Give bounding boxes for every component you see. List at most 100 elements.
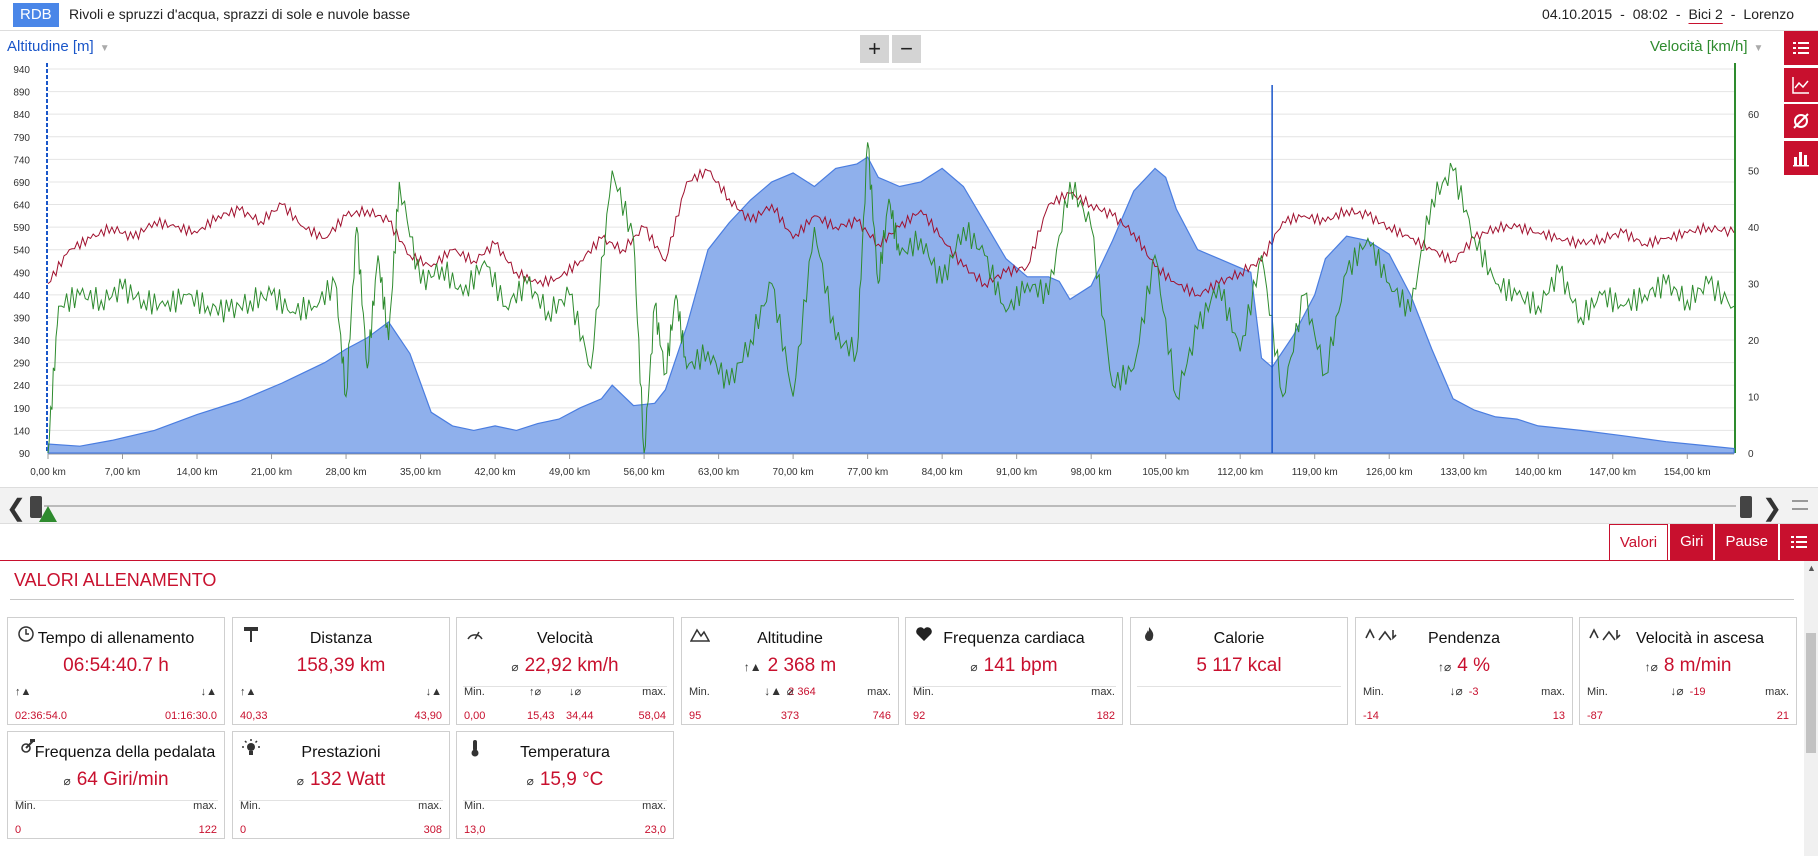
min-value: 0,00 <box>464 710 486 722</box>
card-value: ⌀ 64 Giri/min <box>63 769 169 790</box>
range-end-handle[interactable] <box>1740 496 1752 518</box>
card-title: Tempo di allenamento <box>37 630 195 647</box>
right-axis-tick-label: 30 <box>1748 280 1760 291</box>
x-axis-tick-label: 119,00 km <box>1292 467 1338 478</box>
list-view-button[interactable] <box>1784 31 1818 65</box>
right-axis-selector[interactable]: Velocità [km/h] ▼ <box>1650 38 1763 55</box>
left-axis-tick-label: 740 <box>13 155 30 166</box>
left-axis-tick-label: 690 <box>13 178 30 189</box>
card-temperatura: Temperatura ⌀ 15,9 °C Min. max. 13,0 23,0 <box>456 731 674 839</box>
left-axis-tick-label: 790 <box>13 133 30 144</box>
average-button[interactable] <box>1784 104 1818 138</box>
x-axis-tick-label: 28,00 km <box>325 467 366 478</box>
line-chart-icon <box>1792 77 1809 94</box>
left-axis-tick-label: 290 <box>13 359 30 370</box>
card-value: 158,39 km <box>296 655 386 676</box>
avg-downhill-icon: ↓⌀ <box>569 686 582 698</box>
app-badge: RDB <box>13 3 59 27</box>
list-icon <box>1793 42 1809 54</box>
workout-chart[interactable]: 940 890 840 790 740 690 640 590 540 490 440 390 340 2… <box>0 55 1784 487</box>
tab-menu-button[interactable] <box>1780 524 1818 560</box>
min-value: 0 <box>15 824 22 836</box>
line-chart-button[interactable] <box>1784 68 1818 102</box>
card-value: ⌀ 22,92 km/h <box>511 655 619 676</box>
scroll-track[interactable] <box>44 505 1736 507</box>
right-axis-tick-label: 20 <box>1748 336 1760 347</box>
max-label: max. <box>867 686 891 698</box>
x-axis-tick-label: 0,00 km <box>30 467 66 478</box>
zoom-in-button[interactable]: + <box>860 35 889 63</box>
average-icon <box>1793 113 1809 129</box>
right-axis-tick-label: 40 <box>1748 223 1760 234</box>
scrollbar-thumb[interactable] <box>1806 633 1816 753</box>
card-value: ⌀ 15,9 °C <box>526 769 604 790</box>
left-axis-tick-label: 540 <box>13 246 30 257</box>
avg-downhill-icon: ↓⌀ <box>1449 684 1463 698</box>
max-value: 122 <box>198 824 217 836</box>
max-label: max. <box>642 800 666 812</box>
card-value: ⌀ 141 bpm <box>970 655 1058 676</box>
card-subvalue: ↓⌀ -19 <box>1670 684 1706 698</box>
x-axis-tick-label: 154,00 km <box>1664 467 1711 478</box>
min-label: Min. <box>240 800 261 812</box>
card-value: ↑▲ 2 368 m <box>743 655 837 676</box>
min-label: Min. <box>1363 686 1384 698</box>
max-value: 21 <box>1776 710 1789 722</box>
card-calorie: Calorie 5 117 kcal <box>1130 617 1348 725</box>
x-axis-tick-label: 133,00 km <box>1440 467 1487 478</box>
tab-valori[interactable]: Valori <box>1608 524 1669 560</box>
tab-divider <box>0 560 1818 561</box>
card-title: Temperatura <box>520 744 610 761</box>
slope-icon <box>1364 624 1398 644</box>
scroll-up-icon[interactable]: ▲ <box>1807 563 1816 573</box>
position-marker-icon[interactable] <box>38 504 58 524</box>
tab-pause[interactable]: Pause <box>1715 524 1778 560</box>
avg-uphill-icon: ↑⌀ <box>529 686 542 698</box>
downhill-icon: ↓▲ <box>200 686 217 698</box>
slope-icon <box>1588 624 1622 644</box>
left-axis-tick-label: 390 <box>13 313 30 324</box>
x-axis-tick-label: 56,00 km <box>624 467 665 478</box>
x-axis-tick-label: 70,00 km <box>773 467 814 478</box>
bar-chart-button[interactable] <box>1784 141 1818 175</box>
vertical-scrollbar[interactable]: ▲ <box>1804 561 1818 856</box>
min-value: 0 <box>240 824 247 836</box>
zoom-out-button[interactable]: − <box>892 35 921 63</box>
right-axis-tick-label: 0 <box>1748 449 1754 460</box>
range-scroller[interactable]: ❮ ❯ <box>0 487 1818 524</box>
card-title: Frequenza cardiaca <box>943 630 1085 647</box>
x-axis-tick-label: 98,00 km <box>1071 467 1112 478</box>
tab-giri[interactable]: Giri <box>1670 524 1714 560</box>
avg-uphill-icon: ↑⌀ <box>1438 660 1452 674</box>
range-start-handle[interactable] <box>30 496 42 518</box>
card-value: ↑⌀ 8 m/min <box>1644 655 1732 676</box>
card-title: Distanza <box>309 630 373 647</box>
panel-grip-icon[interactable] <box>1792 500 1808 510</box>
left-axis-selector[interactable]: Altitudine [m] ▼ <box>7 38 110 55</box>
card-subvalue: ↓⌀ -3 <box>1449 684 1479 698</box>
uphill-time: 02:36:54.0 <box>15 710 67 722</box>
card-prestazioni: Prestazioni ⌀ 132 Watt Min. max. 0 308 <box>232 731 450 839</box>
bike-link[interactable]: Bici 2 <box>1688 6 1723 22</box>
card-value: 5 117 kcal <box>1196 655 1282 676</box>
downhill-time: 01:16:30.0 <box>165 710 217 722</box>
ascent-icon: ↑▲ <box>743 660 762 674</box>
card-subvalue: ↓▲ 2 364 <box>764 684 816 698</box>
uphill-distance: 40,33 <box>240 710 268 722</box>
x-axis-tick-label: 35,00 km <box>400 467 441 478</box>
card-title: Altitudine <box>757 630 823 647</box>
max-value: 13 <box>1552 710 1565 722</box>
avg-uphill-value: 15,43 <box>527 710 555 722</box>
card-title: Calorie <box>1213 630 1265 647</box>
x-axis-tick-label: 126,00 km <box>1366 467 1413 478</box>
x-axis-tick-label: 91,00 km <box>996 467 1037 478</box>
average-icon: ⌀ <box>63 774 71 788</box>
scroll-right-arrow[interactable]: ❯ <box>1762 495 1783 522</box>
speedometer-icon <box>465 624 485 644</box>
x-axis-tick-label: 42,00 km <box>475 467 516 478</box>
scroll-left-arrow[interactable]: ❮ <box>6 495 27 522</box>
right-axis-tick-label: 50 <box>1748 167 1760 178</box>
x-axis-tick-label: 112,00 km <box>1217 467 1263 478</box>
average-icon: ⌀ <box>786 686 794 698</box>
card-divider <box>1137 686 1341 687</box>
